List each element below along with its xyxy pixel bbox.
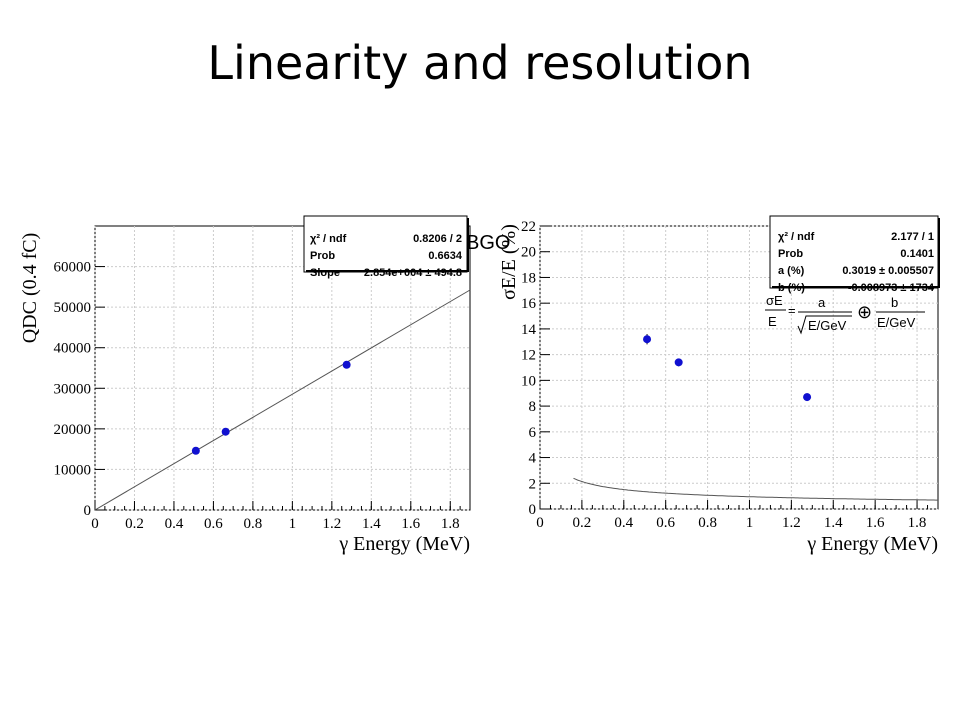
stats-label: χ² / ndf [778,231,815,243]
y-tick-label: 20000 [54,422,92,438]
svg-text:E/GeV: E/GeV [877,315,916,330]
stats-value: 2.177 / 1 [891,231,934,243]
data-point [221,427,230,436]
fit-line [94,289,471,511]
tick-marks [94,266,471,511]
x-tick-label: 1.2 [782,515,801,531]
stats-label: a (%) [778,265,805,277]
x-axis-label: γ Energy (MeV) [806,533,938,555]
x-tick-label: 0.4 [614,515,633,531]
stats-box: χ² / ndf 0.8206 / 2 Prob 0.6634 Slope 2.854e+… [303,215,469,279]
x-tick-label: 1.6 [866,515,885,531]
x-tick-label: 0 [91,516,99,532]
x-tick-label: 1.4 [362,516,381,532]
y-tick-labels: 0 10000 20000 30000 40000 50000 60000 [54,260,92,519]
stats-value: 0.6634 [428,250,463,262]
data-point [342,360,351,369]
stats-box: χ² / ndf 2.177 / 1 Prob 0.1401 a (%) 0.3019 ±… [769,215,940,294]
y-tick-label: 10000 [54,462,92,478]
y-tick-label: 6 [529,425,537,441]
y-tick-label: 60000 [54,260,92,276]
grid [539,225,938,510]
data-point [643,335,652,344]
y-tick-label: 40000 [54,341,92,357]
svg-text:a: a [818,295,826,310]
x-tick-label: 0 [536,515,544,531]
svg-text:=: = [788,303,796,318]
x-tick-label: 0.8 [244,516,263,532]
stats-value: 0.3019 ± 0.005507 [842,265,934,277]
x-tick-labels: 0 0.2 0.4 0.6 0.8 1 1.2 1.4 1.6 1.8 [536,515,926,531]
stats-value: 2.854e+004 ± 494.8 [364,267,462,279]
y-tick-label: 0 [84,503,92,519]
svg-text:⊕: ⊕ [857,302,872,322]
linearity-chart: 0 0.2 0.4 0.6 0.8 1 1.2 1.4 1.6 1.8 0 10000 20000 30… [19,215,471,555]
stats-value: 0.1401 [900,248,934,260]
stats-value: -0.008973 ± 1734 [848,282,935,294]
stats-label: Slope [310,267,340,279]
stats-label: χ² / ndf [310,233,347,245]
y-tick-label: 30000 [54,381,92,397]
y-tick-label: 4 [529,451,537,467]
data-point [191,446,200,455]
y-tick-label: 50000 [54,300,92,316]
svg-text:σE: σE [766,293,783,308]
data-points [191,360,351,455]
y-axis-label: σE/E (%) [498,224,520,300]
y-tick-labels: 0 2 4 6 8 10 12 14 16 18 20 22 [521,219,537,518]
x-tick-label: 1 [746,515,754,531]
x-tick-label: 0.6 [656,515,675,531]
x-axis-label: γ Energy (MeV) [338,533,470,555]
x-tick-label: 0.2 [573,515,592,531]
x-tick-labels: 0 0.2 0.4 0.6 0.8 1 1.2 1.4 1.6 1.8 [91,516,459,532]
data-point [674,358,683,367]
x-tick-label: 0.8 [698,515,717,531]
y-tick-label: 20 [521,245,536,261]
y-tick-label: 18 [521,270,536,286]
x-tick-label: 1.2 [322,516,341,532]
stats-label: b (%) [778,282,805,294]
y-tick-label: 10 [521,373,536,389]
y-tick-label: 8 [529,399,537,415]
y-tick-label: 22 [521,219,536,235]
x-tick-label: 1.8 [441,516,460,532]
x-tick-label: 1 [289,516,297,532]
x-tick-label: 0.4 [165,516,184,532]
stats-label: Prob [310,250,335,262]
x-tick-label: 0.6 [204,516,223,532]
svg-text:b: b [891,295,898,310]
x-tick-label: 0.2 [125,516,144,532]
page-title: Linearity and resolution [207,36,753,90]
y-tick-label: 12 [521,348,536,364]
resolution-formula: σE E = a E/GeV ⊕ b E/GeV [765,293,925,335]
y-tick-label: 0 [529,502,537,518]
svg-text:E/GeV: E/GeV [808,318,847,333]
tick-marks [539,225,939,510]
y-axis-label: QDC (0.4 fC) [19,233,41,344]
stats-label: Prob [778,248,803,260]
y-tick-label: 16 [521,296,537,312]
y-tick-label: 14 [521,322,537,338]
overlay-label: BGO [466,232,511,254]
stats-value: 0.8206 / 2 [413,233,462,245]
resolution-chart: 0 0.2 0.4 0.6 0.8 1 1.2 1.4 1.6 1.8 0 2 4 6 8 10 12 14 16… [498,215,940,555]
y-tick-label: 2 [529,476,537,492]
data-point [803,393,812,402]
x-tick-label: 1.8 [908,515,927,531]
fit-curve [573,477,938,501]
x-tick-label: 1.4 [824,515,843,531]
svg-text:E: E [768,314,777,329]
data-points [643,334,812,402]
x-tick-label: 1.6 [401,516,420,532]
